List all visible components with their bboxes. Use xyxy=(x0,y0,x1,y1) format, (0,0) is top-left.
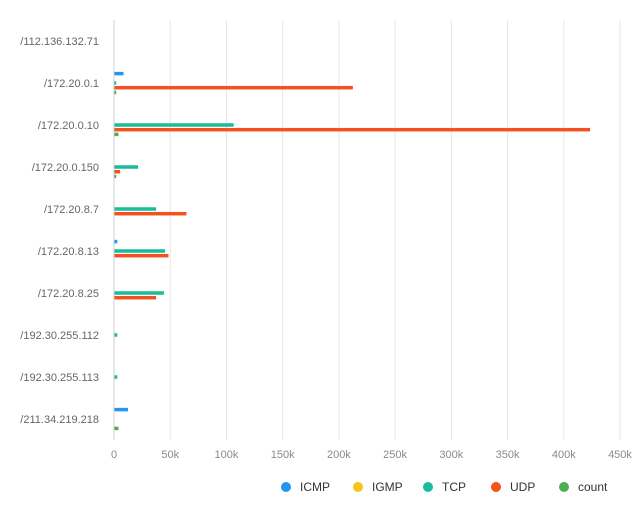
bar-tcp[interactable] xyxy=(114,165,139,169)
legend-label: ICMP xyxy=(300,480,330,494)
bar-tcp[interactable] xyxy=(114,207,157,211)
bar-tcp[interactable] xyxy=(114,375,118,379)
y-category-label: /211.34.219.218 xyxy=(20,414,99,426)
bars-layer xyxy=(114,71,591,431)
x-axis-labels: 0 50k 100k 150k 200k 250k 300k 350k 400k 450k xyxy=(111,449,632,461)
bar-count[interactable] xyxy=(114,426,119,431)
bar-tcp[interactable] xyxy=(114,291,164,295)
legend: ICMP IGMP TCP UDP count xyxy=(281,480,608,494)
y-category-label: /172.20.8.13 xyxy=(38,246,99,258)
y-category-label: /172.20.0.150 xyxy=(32,162,99,174)
legend-item-icmp[interactable]: ICMP xyxy=(281,480,330,494)
bar-udp[interactable] xyxy=(114,211,187,216)
bar-count[interactable] xyxy=(114,174,117,179)
y-category-label: /172.20.0.1 xyxy=(44,78,99,90)
x-tick-label: 200k xyxy=(327,449,351,461)
bar-icmp[interactable] xyxy=(114,71,124,76)
legend-label: TCP xyxy=(442,480,466,494)
x-tick-label: 400k xyxy=(552,449,576,461)
bar-tcp[interactable] xyxy=(114,249,166,253)
x-tick-label: 50k xyxy=(161,449,179,461)
bar-udp[interactable] xyxy=(114,127,591,132)
x-tick-label: 300k xyxy=(439,449,463,461)
bar-tcp[interactable] xyxy=(114,81,117,85)
legend-marker-icon xyxy=(353,482,363,492)
legend-marker-icon xyxy=(281,482,291,492)
bar-tcp[interactable] xyxy=(114,123,234,127)
legend-label: IGMP xyxy=(372,480,403,494)
legend-marker-icon xyxy=(423,482,433,492)
x-tick-label: 350k xyxy=(496,449,520,461)
legend-marker-icon xyxy=(559,482,569,492)
legend-marker-icon xyxy=(491,482,501,492)
x-tick-label: 100k xyxy=(215,449,239,461)
bar-udp[interactable] xyxy=(114,169,121,174)
legend-item-tcp[interactable]: TCP xyxy=(423,480,466,494)
bar-count[interactable] xyxy=(114,90,117,95)
y-axis-labels: /112.136.132.71/172.20.0.1/172.20.0.10/1… xyxy=(20,36,99,426)
legend-item-igmp[interactable]: IGMP xyxy=(353,480,403,494)
bar-udp[interactable] xyxy=(114,253,169,258)
grid-layer xyxy=(113,20,621,440)
legend-label: UDP xyxy=(510,480,535,494)
bar-udp[interactable] xyxy=(114,295,157,300)
legend-item-count[interactable]: count xyxy=(559,480,608,494)
x-tick-label: 0 xyxy=(111,449,117,461)
x-tick-label: 250k xyxy=(383,449,407,461)
y-category-label: /172.20.8.25 xyxy=(38,288,99,300)
x-tick-label: 150k xyxy=(271,449,295,461)
bar-tcp[interactable] xyxy=(114,333,118,337)
bar-icmp[interactable] xyxy=(114,239,118,244)
y-category-label: /172.20.8.7 xyxy=(44,204,99,216)
y-category-label: /112.136.132.71 xyxy=(20,36,99,48)
bar-icmp[interactable] xyxy=(114,407,128,412)
x-tick-label: 450k xyxy=(608,449,632,461)
y-category-label: /192.30.255.113 xyxy=(20,372,99,384)
legend-label: count xyxy=(578,480,608,494)
y-category-label: /192.30.255.112 xyxy=(20,330,99,342)
y-category-label: /172.20.0.10 xyxy=(38,120,99,132)
legend-item-udp[interactable]: UDP xyxy=(491,480,535,494)
bar-count[interactable] xyxy=(114,132,119,137)
bar-udp[interactable] xyxy=(114,85,353,90)
